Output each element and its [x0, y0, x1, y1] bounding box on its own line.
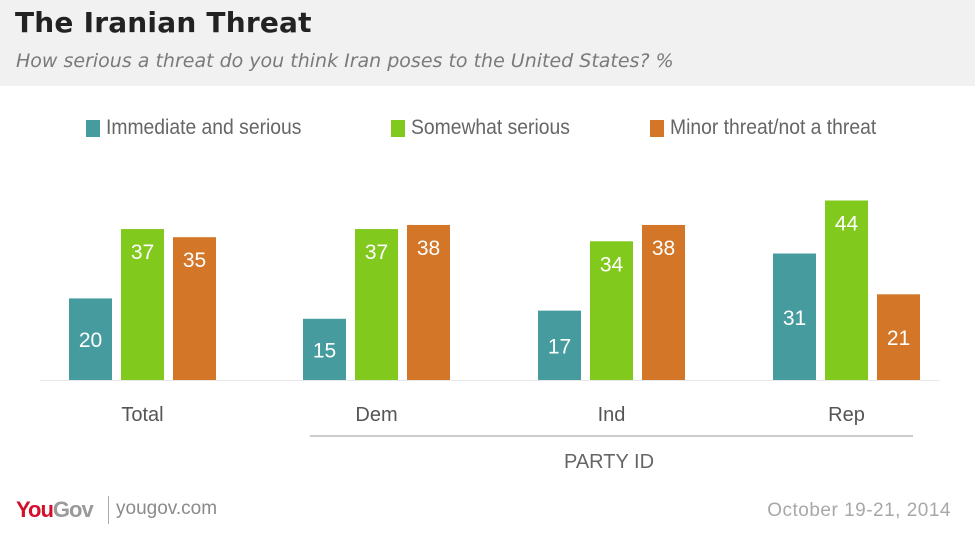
bar-ind-immediate-and-serious: [538, 310, 581, 380]
chart-subtitle: How serious a threat do you think Iran p…: [16, 50, 674, 72]
logo-gov: Gov: [52, 497, 94, 522]
party-id-group-label: PARTY ID: [564, 451, 654, 473]
x-tick-label-dem: Dem: [355, 404, 397, 426]
footer-separator: [108, 496, 109, 524]
chart-title: The Iranian Threat: [15, 6, 312, 39]
yougov-logo: YouGov: [16, 497, 94, 523]
x-tick-label-total: Total: [121, 404, 163, 426]
bar-rep-somewhat-serious: [825, 200, 868, 380]
bar-dem-immediate-and-serious: [303, 318, 346, 380]
legend-item-somewhat: Somewhat serious: [391, 116, 584, 140]
data-label-total-somewhat-serious: 37: [131, 241, 154, 264]
bar-total-immediate-and-serious: [69, 298, 112, 380]
data-label-rep-somewhat-serious: 44: [835, 212, 859, 235]
bar-total-minor-threat-not-a-threat: [173, 237, 216, 380]
legend-swatch-minor: [650, 119, 664, 137]
data-label-total-immediate-and-serious: 20: [79, 329, 102, 352]
legend-item-minor: Minor threat/not a threat: [650, 116, 894, 140]
footer-site: yougov.com: [116, 498, 218, 519]
x-tick-label-ind: Ind: [598, 404, 626, 426]
data-label-dem-somewhat-serious: 37: [365, 241, 388, 264]
bar-ind-somewhat-serious: [590, 241, 633, 380]
x-tick-label-rep: Rep: [828, 404, 865, 426]
legend-swatch-immediate: [86, 119, 100, 137]
legend-label-minor: Minor threat/not a threat: [670, 116, 877, 139]
logo-you: You: [16, 497, 54, 522]
chart-header: The Iranian Threat How serious a threat …: [0, 0, 975, 86]
data-label-dem-immediate-and-serious: 15: [313, 339, 336, 362]
survey-date: October 19-21, 2014: [767, 500, 951, 521]
bar-rep-minor-threat-not-a-threat: [877, 294, 920, 380]
bar-dem-somewhat-serious: [355, 229, 398, 380]
data-label-rep-minor-threat-not-a-threat: 21: [887, 327, 910, 350]
data-label-ind-minor-threat-not-a-threat: 38: [652, 237, 675, 260]
legend-swatch-somewhat: [391, 119, 405, 137]
legend-item-immediate: Immediate and serious: [86, 116, 318, 140]
data-label-total-minor-threat-not-a-threat: 35: [183, 249, 206, 272]
bar-dem-minor-threat-not-a-threat: [407, 224, 450, 380]
legend-label-somewhat: Somewhat serious: [411, 116, 570, 139]
data-label-dem-minor-threat-not-a-threat: 38: [417, 237, 440, 260]
bar-total-somewhat-serious: [121, 229, 164, 380]
bar-ind-minor-threat-not-a-threat: [642, 224, 685, 380]
legend-label-immediate: Immediate and serious: [106, 116, 302, 139]
data-label-rep-immediate-and-serious: 31: [783, 307, 806, 330]
chart-legend: Immediate and serious Somewhat serious M…: [0, 116, 975, 144]
bar-rep-immediate-and-serious: [773, 253, 816, 380]
data-label-ind-somewhat-serious: 34: [600, 253, 624, 276]
data-label-ind-immediate-and-serious: 17: [548, 335, 571, 358]
